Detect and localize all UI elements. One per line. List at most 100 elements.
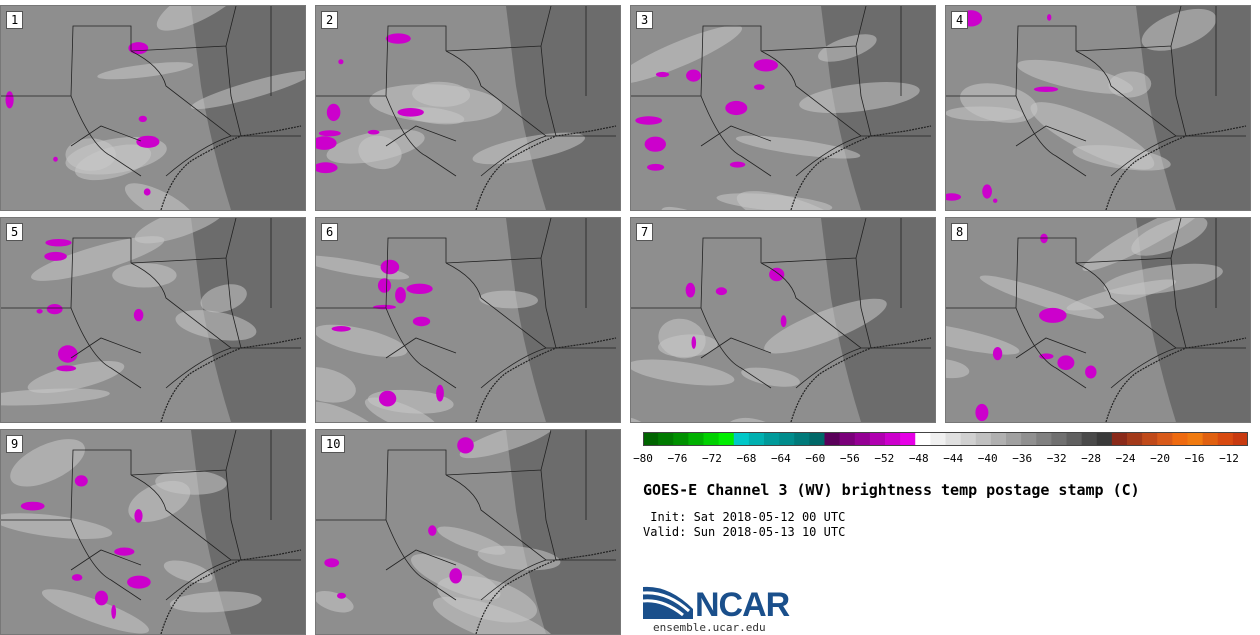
- cold-cloud-top: [326, 103, 341, 122]
- colorbar-swatch: [824, 432, 841, 446]
- figure-title: GOES-E Channel 3 (WV) brightness temp po…: [643, 481, 1140, 499]
- panel-number: 4: [951, 11, 969, 29]
- coastline: [790, 125, 932, 210]
- dry-air-region: [191, 6, 305, 210]
- coastline: [475, 125, 617, 210]
- cold-cloud-top: [449, 568, 462, 584]
- colorbar-swatch: [1111, 432, 1128, 446]
- colorbar-tick: −24: [1115, 452, 1136, 465]
- state-borders: [316, 430, 616, 601]
- cold-cloud-top: [74, 475, 88, 487]
- panel-number: 6: [321, 223, 339, 241]
- wv-map: [631, 6, 935, 210]
- wv-map: [946, 6, 1250, 210]
- cold-cloud-top: [380, 259, 400, 275]
- stamp-panel-9: 9: [0, 429, 306, 635]
- colorbar-swatch: [1157, 432, 1173, 446]
- wv-map: [1, 430, 305, 634]
- colorbar-swatch: [839, 432, 856, 446]
- colorbar-tick: −16: [1184, 452, 1205, 465]
- cold-cloud-top: [428, 525, 437, 536]
- colorbar-tick: −20: [1150, 452, 1170, 465]
- moisture-band: [631, 359, 735, 386]
- colorbar-swatch: [975, 432, 992, 446]
- moisture-band: [112, 263, 177, 288]
- panel-number: 1: [6, 11, 24, 29]
- cold-cloud-top: [397, 108, 424, 117]
- coastline: [160, 337, 302, 422]
- panel-number: 7: [636, 223, 654, 241]
- colorbar-tick: −12: [1219, 452, 1239, 465]
- colorbar: [643, 432, 1248, 446]
- cold-cloud-top: [992, 347, 1003, 361]
- colorbar-border: [643, 432, 1248, 446]
- stamp-panel-1: 1: [0, 5, 306, 211]
- panel-number: 8: [951, 223, 969, 241]
- colorbar-tick: −36: [1012, 452, 1033, 465]
- cold-cloud-top: [133, 308, 144, 322]
- cold-cloud-top: [95, 590, 108, 606]
- moisture-band: [979, 275, 1105, 319]
- cold-cloud-top: [331, 326, 351, 332]
- cold-cloud-top: [769, 267, 785, 282]
- cold-cloud-top: [644, 136, 666, 152]
- colorbar-swatch: [1081, 432, 1098, 446]
- colorbar-tick: −40: [977, 452, 998, 465]
- stamp-panel-10: 10: [315, 429, 621, 635]
- coastline: [160, 549, 302, 634]
- colorbar-swatch: [1096, 432, 1113, 446]
- moisture-band: [124, 183, 196, 210]
- colorbar-swatch: [1142, 432, 1158, 446]
- cold-cloud-top: [406, 283, 433, 294]
- moisture-band: [1, 388, 110, 406]
- colorbar-swatch: [869, 432, 886, 446]
- moisture-band: [477, 545, 561, 571]
- state-borders: [631, 6, 931, 177]
- colorbar-swatch: [930, 432, 947, 446]
- moisture-band: [169, 591, 262, 613]
- moisture-band: [459, 430, 556, 459]
- colorbar-swatch: [764, 432, 780, 446]
- stamp-panel-7: 7: [630, 217, 936, 423]
- colorbar-swatch: [1187, 432, 1204, 446]
- panel-number: 10: [321, 435, 346, 453]
- colorbar-swatch: [658, 432, 674, 446]
- colorbar-swatch: [1051, 432, 1068, 446]
- cold-cloud-top: [136, 135, 160, 148]
- cold-cloud-top: [635, 116, 663, 125]
- moisture-band: [65, 138, 116, 171]
- coastline: [1105, 125, 1247, 210]
- moisture-band: [190, 70, 305, 110]
- cold-cloud-top: [127, 575, 151, 589]
- moisture-band: [41, 589, 149, 634]
- cold-cloud-top: [316, 136, 337, 150]
- colorbar-swatch: [1217, 432, 1234, 446]
- moisture-band: [946, 321, 1020, 355]
- logo-url: ensemble.ucar.edu: [653, 621, 766, 634]
- colorbar-tick: −64: [770, 452, 791, 465]
- colorbar-swatch: [1006, 432, 1022, 446]
- state-borders: [316, 218, 616, 389]
- cold-cloud-top: [647, 163, 665, 171]
- init-time: Init: Sat 2018-05-12 00 UTC: [643, 510, 846, 524]
- cold-cloud-top: [1085, 365, 1097, 379]
- moisture-band: [735, 135, 861, 159]
- colorbar-swatch: [748, 432, 765, 446]
- moisture-band: [316, 401, 392, 422]
- cold-cloud-top: [58, 345, 78, 363]
- stamp-panel-6: 6: [315, 217, 621, 423]
- state-borders: [1, 430, 301, 601]
- colorbar-swatch: [960, 432, 977, 446]
- moisture-band: [741, 367, 800, 387]
- wv-map: [631, 218, 935, 422]
- colorbar-tick: −68: [736, 452, 757, 465]
- moisture-band: [364, 397, 439, 422]
- coastline: [1105, 337, 1247, 422]
- stamp-panel-5: 5: [0, 217, 306, 423]
- cold-cloud-top: [655, 71, 670, 78]
- moisture-band: [1072, 145, 1171, 171]
- moisture-band: [432, 596, 557, 634]
- panel-number: 2: [321, 11, 339, 29]
- colorbar-swatch: [673, 432, 689, 446]
- colorbar-tick: −44: [943, 452, 964, 465]
